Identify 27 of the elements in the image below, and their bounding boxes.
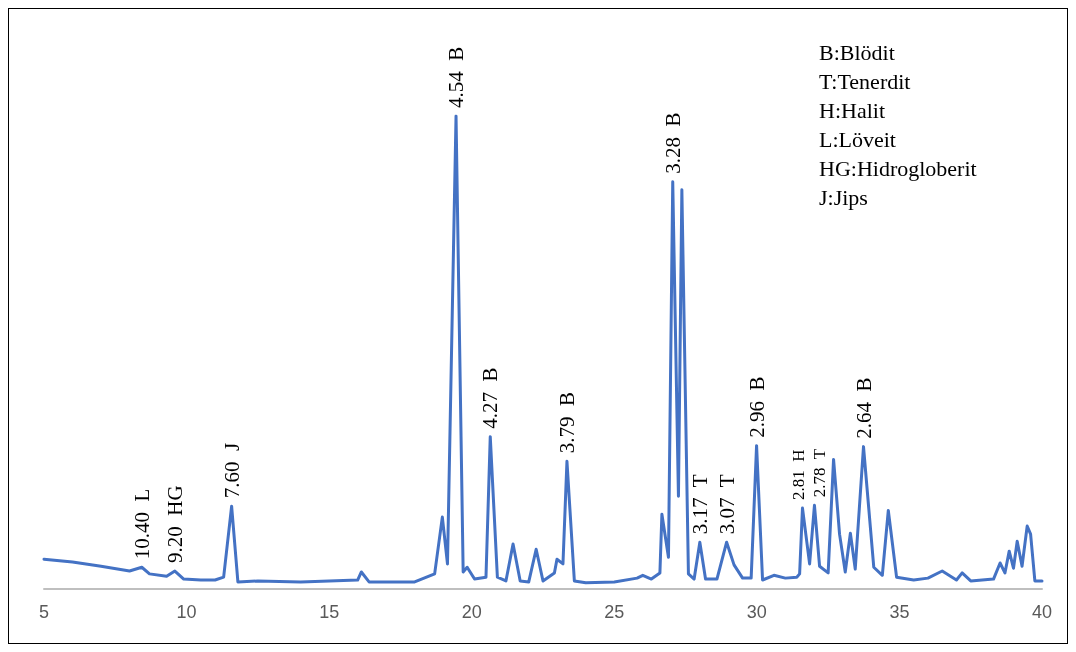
x-tick-label: 20	[461, 602, 482, 622]
annotation: 4.27 B	[478, 367, 503, 429]
annotation: 9.20 HG	[162, 485, 187, 564]
annotation: 3.17 T	[687, 474, 712, 535]
x-tick-label: 5	[38, 602, 50, 622]
text: T:Tenerdit	[819, 68, 911, 94]
annotation: 3.07 T	[714, 474, 739, 535]
text: B:Blödit	[819, 39, 895, 65]
x-tick-label: 15	[319, 602, 340, 622]
annotation: 4.54 B	[444, 46, 469, 108]
x-tick-label: 30	[746, 602, 767, 622]
x-tick-label: 35	[889, 602, 910, 622]
annotation: 2.81 H	[788, 449, 808, 501]
annotation: 2.64 B	[851, 377, 876, 439]
annotation: 2.78 T	[809, 448, 829, 498]
annotation: 3.79 B	[554, 392, 579, 454]
x-tick-label: 10	[176, 602, 197, 622]
x-tick-label: 40	[1031, 602, 1053, 622]
annotation: 3.28 B	[660, 112, 685, 174]
x-tick-label: 25	[604, 602, 625, 622]
annotation: 10.40 L	[129, 488, 154, 560]
annotation: L:Löveit	[819, 126, 896, 152]
annotation: J:Jips	[819, 184, 868, 210]
annotation: HG:Hidrogloberit	[819, 155, 977, 181]
annotation: 7.60 J	[219, 442, 244, 499]
annotation: 2.96 B	[744, 376, 769, 438]
annotation: H:Halit	[819, 97, 885, 123]
